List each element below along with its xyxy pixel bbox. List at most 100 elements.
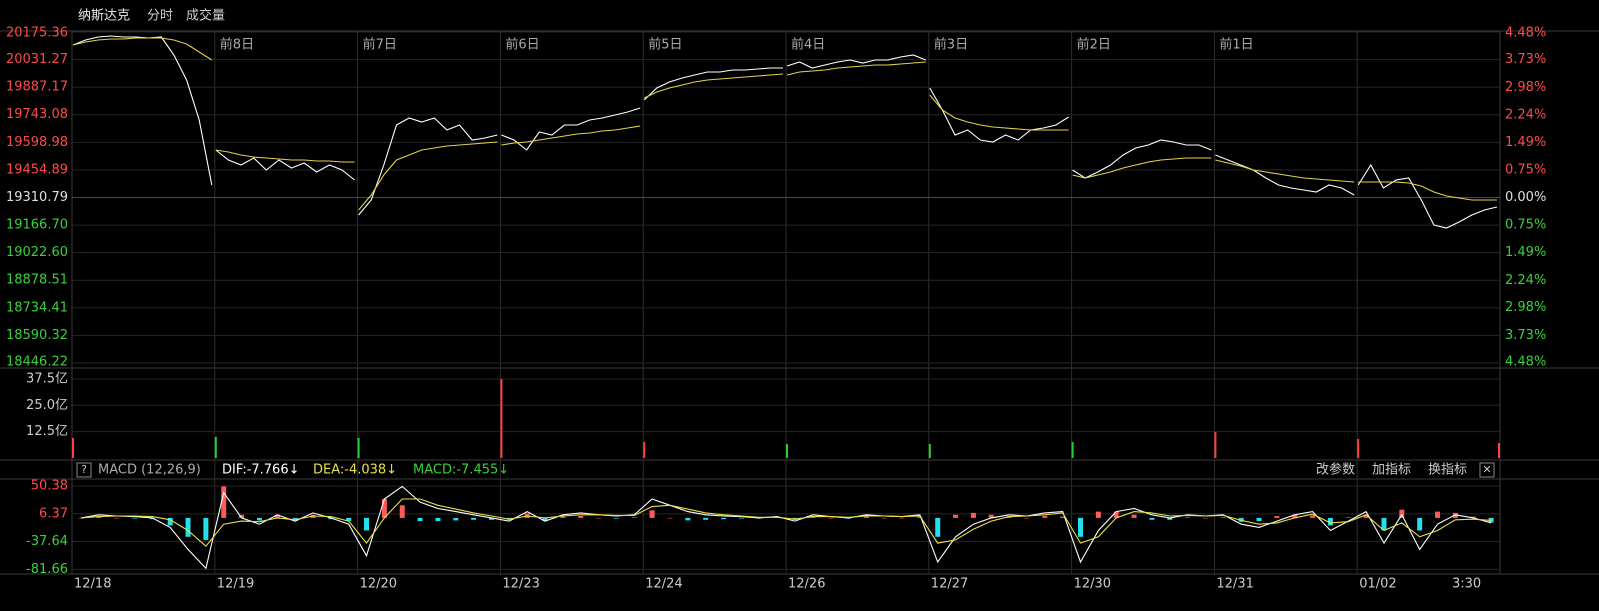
day-offset-label: 前7日	[363, 37, 397, 53]
volume-bar	[786, 444, 788, 458]
macd-line	[80, 498, 1492, 547]
macd-bar	[1345, 517, 1351, 518]
macd-bar	[1060, 516, 1066, 518]
y-tick-label: 19310.79	[6, 190, 68, 205]
legend-entry: DIF:-7.766↓	[222, 463, 300, 478]
y2-tick-label: 0.75%	[1505, 162, 1546, 177]
volume-bar	[1498, 443, 1500, 458]
day-offset-label: 前2日	[1077, 37, 1111, 53]
y-tick-label: 20031.27	[6, 52, 68, 67]
legend-entry: DEA:-4.038↓	[313, 463, 397, 478]
macd-bar	[1167, 517, 1173, 520]
y-tick-label: 37.5亿	[26, 371, 68, 386]
macd-bar	[381, 499, 387, 518]
y2-tick-label: 2.24%	[1505, 107, 1546, 122]
macd-bar	[167, 517, 173, 526]
macd-bar	[1185, 517, 1191, 518]
macd-bar	[542, 517, 548, 522]
macd-bar	[1274, 516, 1280, 518]
volume-bar	[643, 441, 646, 458]
macd-bar	[935, 517, 941, 537]
day-offset-label: 前8日	[220, 37, 254, 53]
button[interactable]: 加指标	[1372, 463, 1411, 478]
day-offset-label: 前3日	[934, 37, 968, 53]
macd-bar	[1131, 514, 1137, 518]
symbol-name: 纳斯达克	[78, 9, 130, 24]
price-line	[1072, 139, 1212, 179]
indicator-title: MACD (12,26,9)	[98, 463, 201, 478]
macd-bar	[1435, 511, 1441, 518]
day-offset-label: 前5日	[648, 37, 682, 53]
close-icon[interactable]: ✕	[1482, 463, 1491, 476]
macd-bar	[1238, 517, 1244, 522]
volume-bar	[928, 444, 931, 458]
x-tick-label: 12/23	[502, 577, 539, 592]
macd-bar	[185, 517, 191, 537]
help-icon[interactable]: ?	[81, 463, 87, 476]
price-line	[72, 37, 213, 61]
price-line	[501, 125, 641, 146]
y-tick-label: 25.0亿	[26, 398, 68, 413]
price-line	[929, 87, 1069, 143]
tab[interactable]: 成交量	[186, 8, 225, 24]
macd-bar	[1381, 517, 1387, 531]
y-tick-label: 19166.70	[6, 218, 68, 233]
x-tick-label: 12/18	[74, 577, 111, 592]
macd-bar	[1470, 516, 1476, 518]
volume-bar	[1214, 432, 1217, 458]
x-tick-label: 12/26	[788, 577, 825, 592]
macd-bar	[399, 505, 405, 518]
macd-bar	[988, 514, 994, 518]
macd-bar	[1256, 517, 1262, 522]
y-tick-label: 12.5亿	[26, 424, 68, 439]
macd-bar	[738, 517, 744, 519]
price-line	[501, 107, 641, 151]
button[interactable]: 改参数	[1316, 462, 1355, 478]
price-line	[786, 54, 927, 69]
close-button[interactable]	[1479, 462, 1495, 478]
macd-bar	[488, 517, 494, 520]
macd-bar	[1113, 511, 1119, 518]
macd-bar	[1220, 517, 1226, 518]
legend-entry: MACD:-7.455↓	[413, 463, 509, 478]
x-tick-label: 12/27	[931, 577, 968, 592]
macd-bar	[917, 516, 923, 518]
volume-bar	[1071, 441, 1074, 458]
macd-bar	[899, 517, 905, 519]
macd-bar	[1292, 514, 1298, 518]
y-tick-label: 50.38	[31, 479, 68, 494]
macd-bar	[631, 517, 637, 518]
y-tick-label: 18878.51	[6, 273, 68, 288]
macd-bar	[292, 517, 298, 520]
price-line	[358, 141, 498, 211]
tab[interactable]: 分时	[147, 9, 173, 24]
macd-bar	[863, 516, 869, 518]
y2-tick-label: 0.75%	[1505, 218, 1546, 233]
y2-tick-label: 2.98%	[1505, 80, 1546, 95]
button[interactable]: 换指标	[1428, 463, 1467, 478]
macd-bar	[613, 517, 619, 519]
macd-bar	[828, 517, 834, 519]
day-offset-label: 前1日	[1219, 37, 1253, 53]
macd-bar	[881, 517, 887, 519]
y2-tick-label: 1.49%	[1505, 245, 1546, 260]
day-offset-label: 前4日	[791, 37, 825, 53]
x-tick-label: 12/30	[1074, 577, 1111, 592]
macd-bar	[239, 514, 245, 518]
y-tick-label: 19454.89	[6, 162, 68, 177]
x-tick-label: 12/31	[1216, 577, 1253, 592]
macd-bar	[667, 517, 673, 519]
macd-bar	[221, 486, 227, 518]
macd-bar	[1149, 517, 1155, 520]
macd-bar	[685, 517, 691, 521]
macd-bar	[346, 517, 352, 522]
help-button[interactable]	[76, 462, 92, 478]
day-offset-label: 前6日	[505, 37, 539, 53]
y-tick-label: 20175.36	[6, 26, 68, 41]
price-line	[643, 73, 784, 99]
volume-bar	[357, 437, 360, 458]
macd-bar	[256, 517, 262, 521]
macd-bar	[1417, 517, 1423, 531]
y2-tick-label: 3.73%	[1505, 328, 1546, 343]
